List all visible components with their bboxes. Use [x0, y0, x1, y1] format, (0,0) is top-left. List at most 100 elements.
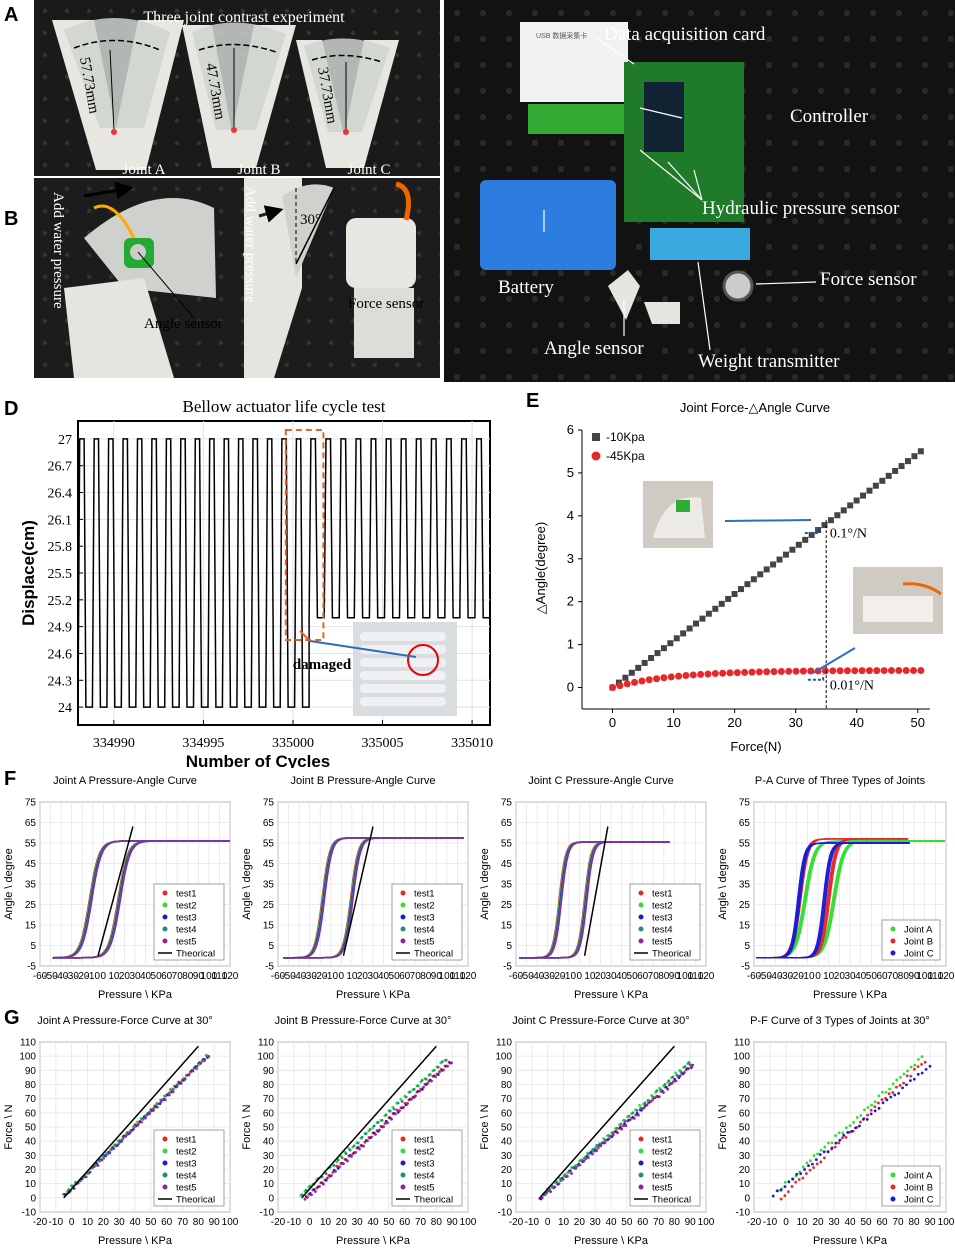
- y-tick-label: 25: [263, 900, 275, 911]
- legend-label: test5: [652, 937, 673, 948]
- series-point-test4: [360, 1135, 364, 1139]
- y-tick-label: 110: [496, 1038, 512, 1049]
- series-point-joint-0: [906, 1069, 909, 1073]
- c-force-sensor-label: Force sensor: [820, 269, 917, 290]
- series-point-test5: [92, 1165, 96, 1169]
- series-point-test4: [587, 1152, 591, 1156]
- series-point-joint-0: [805, 1161, 809, 1165]
- series-point-joint-0: [859, 1114, 863, 1117]
- legend-label: test2: [176, 1147, 197, 1158]
- series-point-45kpa: [682, 672, 690, 680]
- y-tick-label: 40: [263, 1137, 275, 1148]
- series-point-test1: [688, 1063, 692, 1067]
- y-tick-label: 55: [263, 839, 275, 850]
- x-axis-label: Number of Cycles: [186, 752, 331, 768]
- series-point-test4: [663, 1083, 667, 1086]
- series-point-test4: [428, 1073, 432, 1076]
- series-point-joint-2: [920, 1071, 924, 1075]
- x-tick-label: 30: [605, 971, 617, 982]
- series-point-joint-1: [913, 1067, 916, 1071]
- series-point-45kpa: [689, 671, 697, 679]
- x-tick-label: 60: [399, 971, 411, 982]
- x-tick-label: 0: [69, 1217, 75, 1228]
- series-point-joint-2: [787, 1180, 791, 1184]
- series-point-test4: [687, 1061, 691, 1064]
- legend-label: test4: [414, 1171, 435, 1182]
- series-point-joint-1: [815, 1162, 819, 1166]
- y-tick-label: 75: [739, 798, 751, 809]
- series-point-test4: [364, 1132, 368, 1135]
- series-point-joint-2: [877, 1106, 881, 1110]
- legend-label: test2: [414, 901, 435, 912]
- x-tick-label: 0: [545, 1217, 551, 1228]
- photo-panel-c: USB 数据采集卡 Data acquisition card Controll…: [444, 0, 955, 382]
- series-point-joint-0: [899, 1075, 902, 1079]
- series-point-joint-0: [845, 1126, 848, 1130]
- legend-marker: [890, 1184, 896, 1190]
- series-point-joint-1: [844, 1136, 848, 1139]
- series-point-joint-2: [881, 1101, 885, 1105]
- y-tick-label: 0: [567, 680, 574, 695]
- x-tick-label: 60: [876, 971, 888, 982]
- x-tick-label: 20: [595, 971, 607, 982]
- y-tick-label: 60: [263, 1108, 275, 1119]
- chart-title: P-A Curve of Three Types of Joints: [755, 775, 926, 787]
- joint-a-image: [52, 17, 184, 170]
- series-point-joint-2: [924, 1067, 928, 1071]
- series-point-joint-1: [895, 1085, 898, 1089]
- series-point-joint-2: [901, 1086, 904, 1090]
- series-point-test4: [408, 1090, 412, 1094]
- y-axis-label: Force \ N: [717, 1104, 729, 1149]
- y-tick-label: -10: [498, 1208, 513, 1219]
- y-tick-label: 25.5: [48, 567, 73, 582]
- joint-b-name: Joint B: [238, 162, 281, 176]
- series-point-test4: [671, 1075, 675, 1079]
- x-tick-label: 334990: [93, 736, 135, 751]
- y-tick-label: 45: [25, 859, 37, 870]
- x-tick-label: 50: [151, 971, 163, 982]
- x-tick-label: 80: [669, 1217, 681, 1228]
- legend-label: test1: [414, 1135, 435, 1146]
- series-point-test4: [683, 1065, 687, 1069]
- legend-marker: [162, 1160, 168, 1166]
- panel-label-f: F: [4, 768, 17, 790]
- series-point-45kpa: [895, 667, 903, 675]
- series-point-joint-1: [877, 1101, 880, 1105]
- series-point-test1: [303, 1197, 307, 1201]
- legend-marker: [638, 890, 644, 896]
- chart-title: Joint B Pressure-Angle Curve: [291, 775, 436, 787]
- y-axis-label: Force \ N: [479, 1104, 491, 1149]
- legend-marker: [400, 1160, 406, 1166]
- series-point-10kpa: [904, 458, 911, 465]
- x-tick-label: 40: [129, 1217, 141, 1228]
- series-point-45kpa: [623, 680, 631, 688]
- legend-label: test4: [652, 1171, 673, 1182]
- series-point-joint-2: [889, 1095, 893, 1099]
- x-tick-label: 40: [850, 715, 864, 730]
- series-point-10kpa: [725, 595, 732, 602]
- series-point-test4: [404, 1095, 408, 1099]
- panel-label-e: E: [526, 390, 540, 412]
- y-tick-label: 90: [501, 1066, 513, 1077]
- series-point-joint-1: [837, 1141, 841, 1145]
- series-line-test5-unloading: [519, 841, 670, 959]
- series-point-test5: [570, 1172, 573, 1175]
- y-axis-label: Angle \ degree: [241, 848, 253, 920]
- series-point-joint-2: [830, 1146, 834, 1150]
- series-point-joint-1: [819, 1160, 823, 1164]
- x-tick-label: 20: [119, 971, 131, 982]
- series-point-joint-0: [816, 1152, 819, 1156]
- x-tick-label: 90: [431, 971, 443, 982]
- series-point-test5: [330, 1174, 333, 1177]
- y-tick-label: 110: [258, 1038, 274, 1049]
- series-point-45kpa: [763, 668, 771, 676]
- series-point-test2: [135, 1120, 139, 1124]
- series-point-test4: [607, 1134, 611, 1138]
- series-point-45kpa: [638, 677, 646, 685]
- series-point-test4: [432, 1068, 436, 1072]
- series-point-10kpa: [789, 546, 796, 553]
- x-tick-label: 0: [101, 971, 107, 982]
- c-hydraulic-label: Hydraulic pressure sensor: [702, 198, 900, 219]
- y-tick-label: 20: [501, 1165, 513, 1176]
- series-point-test4: [195, 1067, 198, 1071]
